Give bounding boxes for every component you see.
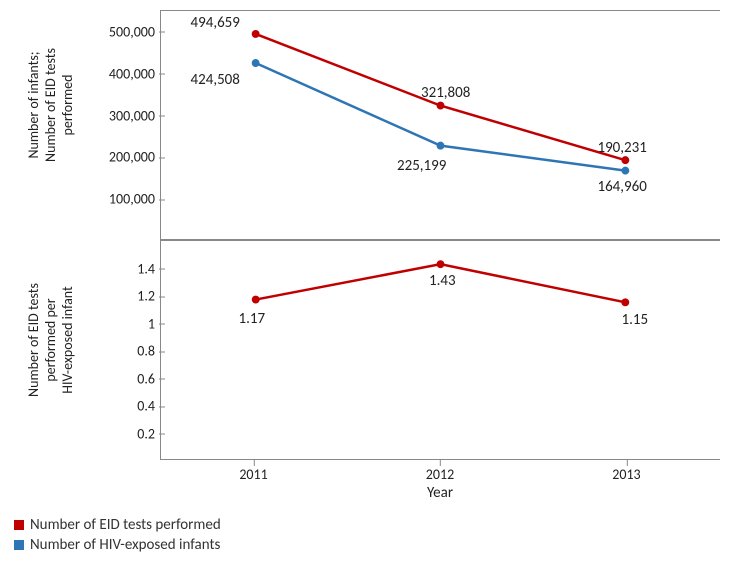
y-tick-label: 200,000 xyxy=(79,149,155,166)
series-marker-hiv_exposed xyxy=(621,167,629,175)
legend-label: Number of EID tests performed xyxy=(30,516,221,534)
data-label: 424,508 xyxy=(191,71,240,89)
data-label: 164,960 xyxy=(597,178,646,196)
y-tick-label: 100,000 xyxy=(79,191,155,208)
series-marker-eid_tests xyxy=(252,30,260,38)
data-label: 1.15 xyxy=(621,311,648,329)
series-marker-eid_tests xyxy=(437,102,445,110)
series-marker-hiv_exposed xyxy=(252,59,260,67)
legend-item: Number of EID tests performed xyxy=(14,516,221,534)
data-label: 494,659 xyxy=(191,14,240,32)
y-tick-label: 0.2 xyxy=(79,425,155,442)
y-tick-label: 400,000 xyxy=(79,65,155,82)
y-tick-label: 1 xyxy=(79,315,155,332)
series-marker-hiv_exposed xyxy=(437,142,445,150)
y-axis-title-bottom: Number of EID tests performed per HIV-ex… xyxy=(26,240,76,440)
legend-swatch xyxy=(14,520,24,530)
data-label: 1.43 xyxy=(429,272,456,290)
data-label: 225,199 xyxy=(397,157,446,175)
chart-figure: 100,000 200,000 300,000 400,000 500,000 494,6… xyxy=(0,0,748,564)
x-axis-title: Year xyxy=(160,484,720,502)
y-tick-label: 0.4 xyxy=(79,398,155,415)
data-label: 321,808 xyxy=(421,84,470,102)
top-plot-svg xyxy=(161,11,720,239)
series-line-hiv_exposed xyxy=(256,63,626,171)
x-tick-label: 2013 xyxy=(612,466,640,483)
series-marker-tests_per_infant xyxy=(252,296,260,304)
y-tick-label: 500,000 xyxy=(79,23,155,40)
data-label: 190,231 xyxy=(597,139,646,157)
legend-label: Number of HIV-exposed infants xyxy=(30,536,220,554)
bottom-panel: 0.20.40.60.811.21.41.171.431.15 xyxy=(160,240,720,460)
legend: Number of EID tests performed Number of H… xyxy=(14,516,221,556)
top-panel: 100,000200,000300,000400,000500,000494,6… xyxy=(160,10,720,240)
data-label: 1.17 xyxy=(239,310,266,328)
legend-swatch xyxy=(14,540,24,550)
y-tick-label: 300,000 xyxy=(79,107,155,124)
y-axis-title-top: Number of infants; Number of EID tests p… xyxy=(26,5,76,205)
y-tick-label: 1.2 xyxy=(79,288,155,305)
x-tick-label: 2011 xyxy=(239,466,267,483)
series-marker-tests_per_infant xyxy=(621,298,629,306)
y-tick-label: 1.4 xyxy=(79,260,155,277)
series-marker-tests_per_infant xyxy=(437,260,445,268)
x-tick-label: 2012 xyxy=(426,466,454,483)
y-tick-label: 0.6 xyxy=(79,370,155,387)
legend-item: Number of HIV-exposed infants xyxy=(14,536,221,554)
y-tick-label: 0.8 xyxy=(79,343,155,360)
